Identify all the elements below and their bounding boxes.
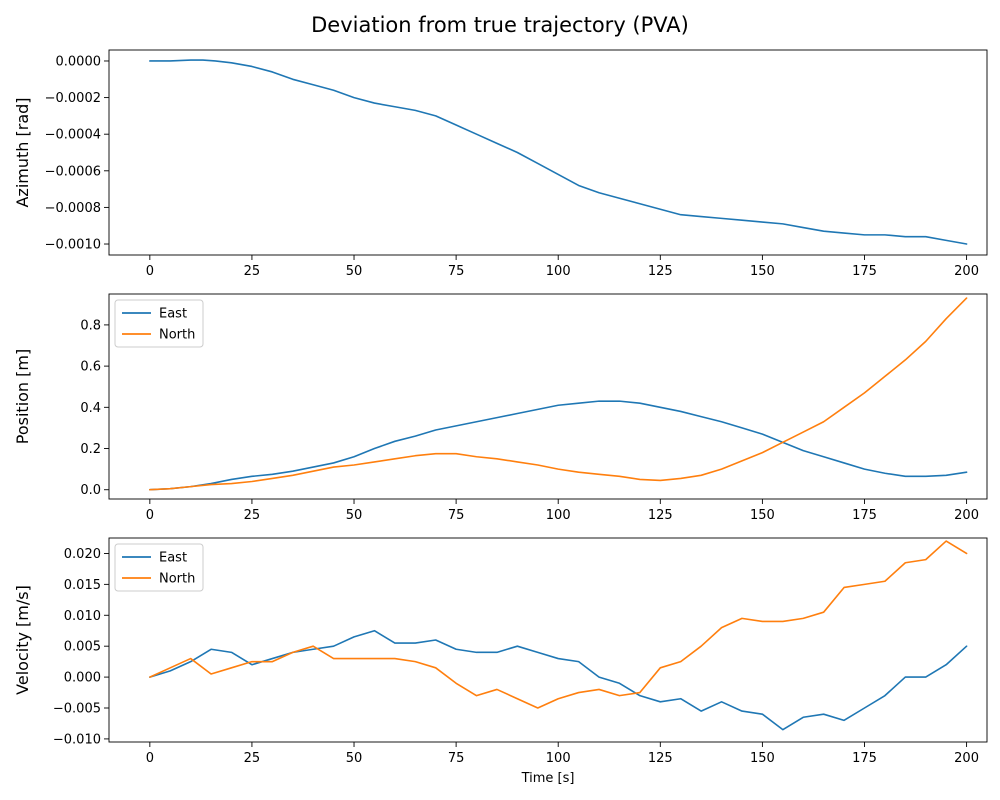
position-xtick-label: 150 <box>750 508 775 523</box>
azimuth-axes-frame <box>108 49 988 256</box>
position-xtick-label: 75 <box>448 508 465 523</box>
velocity-east-line <box>149 629 968 731</box>
velocity-xtick-label: 100 <box>546 751 571 766</box>
position-legend-label-east: East <box>159 307 187 322</box>
velocity-legend-label-east: East <box>159 551 187 566</box>
azimuth-series-0-line <box>149 59 968 245</box>
position-legend: East North <box>114 299 204 348</box>
velocity-legend-box <box>114 543 204 592</box>
velocity-xtick-label: 175 <box>852 751 877 766</box>
velocity-ylabel: Velocity [m/s] <box>13 585 32 695</box>
azimuth-ylabel: Azimuth [rad] <box>13 97 32 207</box>
velocity-ytick-label: −0.010 <box>53 732 101 747</box>
position-ytick-label: 0.6 <box>80 360 101 375</box>
position-xtick-label: 50 <box>346 508 363 523</box>
subplots: 0 25 50 75 100 125 150 175 2000.0000−0.0002−0.00… <box>13 49 988 786</box>
velocity-panel: 0 25 50 75 100 125 150 175 200 0.020 0.015 0.010 0.0… <box>13 537 988 786</box>
position-xtick-label: 200 <box>954 508 979 523</box>
azimuth-xtick-label: 100 <box>546 264 571 279</box>
position-series-group <box>149 297 968 491</box>
velocity-xtick-label: 125 <box>648 751 673 766</box>
velocity-xtick-label: 25 <box>244 751 261 766</box>
velocity-xtick-label: 0 <box>146 751 154 766</box>
velocity-axes-frame <box>108 537 988 743</box>
azimuth-ytick-label: −0.0008 <box>45 201 101 216</box>
azimuth-xtick-label: 0 <box>146 264 154 279</box>
position-xtick-label: 100 <box>546 508 571 523</box>
position-east-line <box>149 400 968 491</box>
azimuth-xtick-label: 125 <box>648 264 673 279</box>
position-axes-frame <box>108 293 988 500</box>
azimuth-xtick-label: 200 <box>954 264 979 279</box>
position-legend-box <box>114 299 204 348</box>
position-ytick-label: 0.0 <box>80 483 101 498</box>
azimuth-xtick-label: 50 <box>346 264 363 279</box>
azimuth-xtick-label: 175 <box>852 264 877 279</box>
position-legend-label-north: North <box>159 328 195 343</box>
azimuth-ytick-label: −0.0002 <box>45 91 101 106</box>
azimuth-ytick-label: −0.0004 <box>45 128 101 143</box>
velocity-legend: East North <box>114 543 204 592</box>
position-xtick-label: 125 <box>648 508 673 523</box>
velocity-ytick-label: 0.000 <box>64 671 101 686</box>
azimuth-xtick-label: 25 <box>244 264 261 279</box>
velocity-ytick-label: 0.020 <box>64 547 101 562</box>
velocity-xlabel: Time [s] <box>521 771 575 786</box>
azimuth-panel: 0 25 50 75 100 125 150 175 200 0.0000 −0.0002 −0.00… <box>13 49 988 279</box>
velocity-ytick-label: −0.005 <box>53 702 101 717</box>
velocity-north-line <box>149 540 968 709</box>
position-xtick-label: 0 <box>146 508 154 523</box>
velocity-series-group <box>149 540 968 731</box>
azimuth-ytick-label: −0.0010 <box>45 238 101 253</box>
velocity-xtick-label: 200 <box>954 751 979 766</box>
azimuth-ytick-label: 0.0000 <box>56 54 102 69</box>
velocity-ytick-label: 0.010 <box>64 609 101 624</box>
position-ytick-label: 0.2 <box>80 442 101 457</box>
azimuth-xtick-label: 75 <box>448 264 465 279</box>
position-xtick-label: 25 <box>244 508 261 523</box>
azimuth-series-group <box>149 59 968 245</box>
velocity-ytick-label: 0.005 <box>64 640 101 655</box>
position-panel: 0 25 50 75 100 125 150 175 200 0.0 0.2 0.4 0.6 0.8 Pos… <box>13 293 988 523</box>
velocity-xtick-label: 75 <box>448 751 465 766</box>
azimuth-ytick-label: −0.0006 <box>45 164 101 179</box>
velocity-legend-label-north: North <box>159 572 195 587</box>
position-xtick-label: 175 <box>852 508 877 523</box>
velocity-xtick-label: 150 <box>750 751 775 766</box>
position-north-line <box>149 297 968 491</box>
position-ytick-label: 0.8 <box>80 318 101 333</box>
azimuth-xtick-label: 150 <box>750 264 775 279</box>
position-ylabel: Position [m] <box>13 349 32 444</box>
position-ytick-label: 0.4 <box>80 401 101 416</box>
velocity-ytick-label: 0.015 <box>64 578 101 593</box>
velocity-xtick-label: 50 <box>346 751 363 766</box>
figure-title: Deviation from true trajectory (PVA) <box>311 13 689 37</box>
